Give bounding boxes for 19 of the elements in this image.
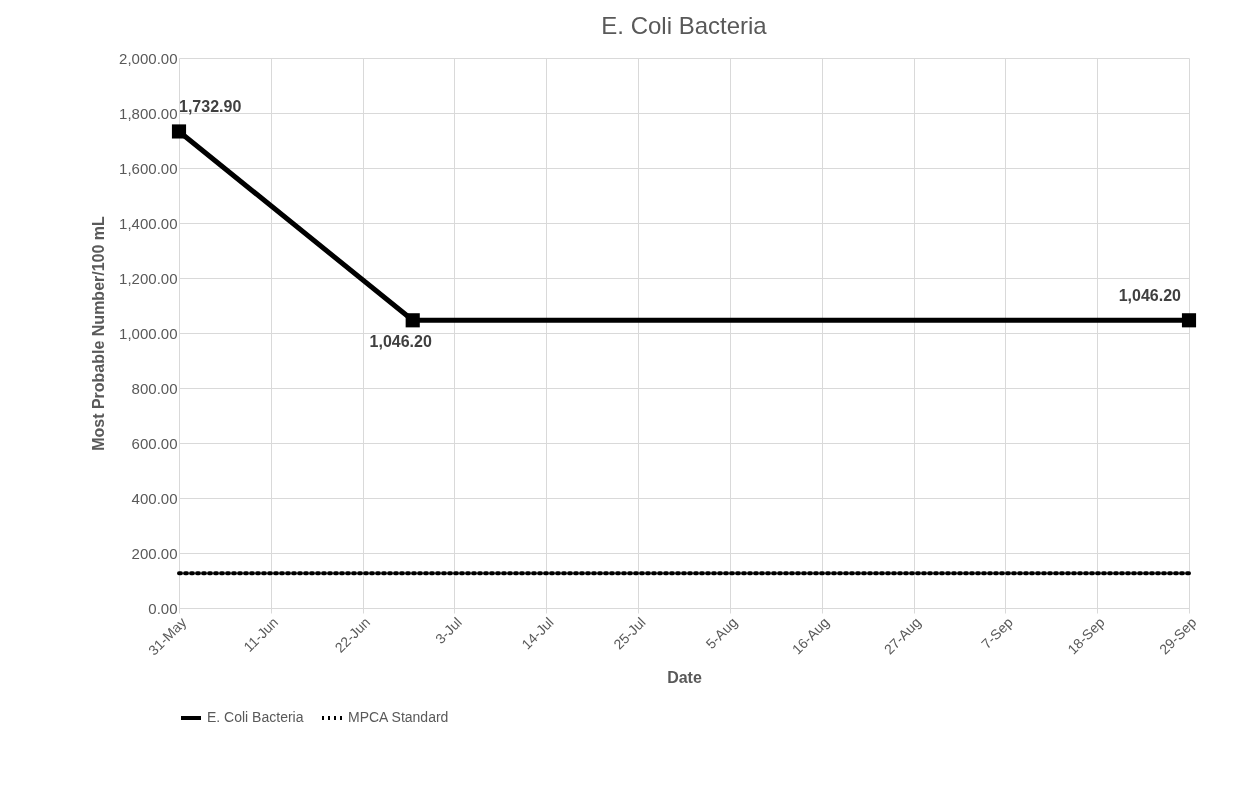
y-tick-label: 400.00 xyxy=(131,489,178,507)
y-tick-label: 1,000.00 xyxy=(119,324,178,342)
text: 1,732.90 xyxy=(179,98,242,116)
y-tick-label: 800.00 xyxy=(131,379,178,397)
text: 1,046.20 xyxy=(1118,287,1181,305)
y-tick-label: 1,200.00 xyxy=(119,269,178,287)
y-tick-label: 0.00 xyxy=(148,599,178,617)
y-tick-label: 1,400.00 xyxy=(119,214,178,232)
chart-title: E. Coli Bacteria xyxy=(601,12,768,39)
y-tick-label: 1,600.00 xyxy=(119,159,178,177)
legend-label: MPCA Standard xyxy=(348,709,449,725)
text: 1,046.20 xyxy=(369,333,432,351)
y-tick-label: 200.00 xyxy=(131,544,178,562)
y-axis-title: Most Probable Number/100 mL xyxy=(90,215,108,451)
y-tick-label: 1,800.00 xyxy=(119,104,178,122)
legend-label: E. Coli Bacteria xyxy=(207,709,304,725)
x-axis-title: Date xyxy=(667,669,702,687)
y-tick-label: 600.00 xyxy=(131,434,178,452)
y-tick-label: 2,000.00 xyxy=(119,49,178,67)
